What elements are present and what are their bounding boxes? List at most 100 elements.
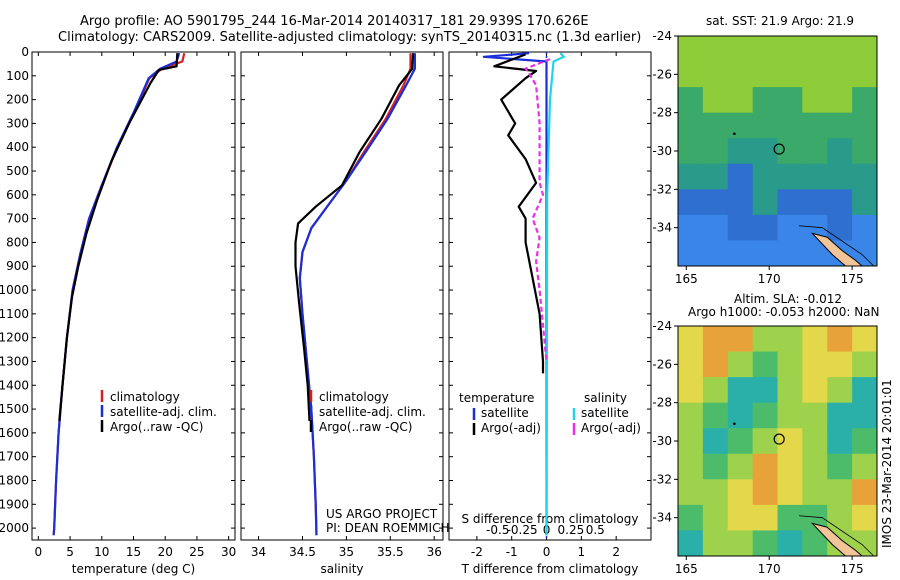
map-cell xyxy=(777,530,803,557)
map-cell xyxy=(802,479,828,506)
map-cell xyxy=(777,163,803,190)
map-cell xyxy=(802,61,828,88)
map-cell xyxy=(727,240,754,267)
xtick-label: -1 xyxy=(506,545,518,559)
map-cell xyxy=(852,138,878,165)
map-cell xyxy=(752,428,778,455)
xtick-label: 34.5 xyxy=(289,545,316,559)
map-cell xyxy=(777,351,803,378)
legend-label: temperature xyxy=(459,391,534,405)
map-cell xyxy=(752,138,778,165)
map-cell xyxy=(777,240,803,267)
header-line1: Argo profile: AO 5901795_244 16-Mar-2014… xyxy=(80,14,589,29)
map-cell xyxy=(727,402,754,429)
xtick-label: 35.5 xyxy=(377,545,404,559)
map-cell xyxy=(678,112,704,139)
map-cell xyxy=(702,479,729,506)
map-cell xyxy=(702,240,729,267)
map-cell xyxy=(802,138,828,165)
map-cell xyxy=(852,214,878,241)
island-dot xyxy=(733,132,736,136)
legend-label: Argo(..raw -QC) xyxy=(110,420,203,434)
map-cell xyxy=(827,138,853,165)
series-line-2 xyxy=(545,52,566,536)
xtick-label: 36 xyxy=(427,545,442,559)
map-ytick-label: -30 xyxy=(652,434,672,448)
header-line2: Climatology: CARS2009. Satellite-adjuste… xyxy=(58,30,642,45)
map-cell xyxy=(702,214,729,241)
map-cell xyxy=(827,377,853,404)
argo-location-marker xyxy=(773,433,785,445)
map2-title2: Argo h1000: -0.053 h2000: NaN xyxy=(688,305,880,319)
ytick-label: 1100 xyxy=(0,307,29,321)
map-cell xyxy=(702,87,729,114)
map-cell xyxy=(827,36,853,63)
map-cell xyxy=(777,87,803,114)
series-line-2 xyxy=(58,53,179,422)
isobath-line xyxy=(799,225,874,267)
ytick-label: 1200 xyxy=(0,331,29,345)
legend-label: climatology xyxy=(110,390,180,404)
map-cell xyxy=(678,189,704,216)
map-cell xyxy=(777,504,803,531)
ytick-label: 400 xyxy=(6,140,29,154)
series-line-1 xyxy=(298,53,416,536)
xtick-label: 5 xyxy=(66,545,74,559)
map-cell xyxy=(752,112,778,139)
map-cell xyxy=(678,36,704,63)
map-cell xyxy=(702,326,729,353)
map-cell xyxy=(678,453,704,480)
legend-label: satellite-adj. clim. xyxy=(319,405,426,419)
map-cell xyxy=(727,163,754,190)
ytick-label: 200 xyxy=(6,93,29,107)
map-cell xyxy=(678,377,704,404)
map-cell xyxy=(777,428,803,455)
map-cell xyxy=(727,351,754,378)
top-axis-label: S difference from climatology xyxy=(462,512,639,526)
map-cell xyxy=(752,326,778,353)
map-cell xyxy=(852,428,878,455)
map-cell xyxy=(678,87,704,114)
map-xtick-label: 165 xyxy=(675,272,698,286)
xtick-label: 34 xyxy=(251,545,266,559)
map-ytick-label: -34 xyxy=(652,511,672,525)
map-cell xyxy=(752,351,778,378)
map-cell xyxy=(777,214,803,241)
map-cell xyxy=(802,377,828,404)
map-cell xyxy=(702,504,729,531)
argo-location-marker xyxy=(773,143,785,155)
legend-label: Argo(-adj) xyxy=(581,421,641,435)
map-cell xyxy=(702,36,729,63)
map-cell xyxy=(752,214,778,241)
map-cell xyxy=(752,163,778,190)
ytick-label: 1500 xyxy=(0,402,29,416)
xtick-label: 30 xyxy=(221,545,236,559)
map-cell xyxy=(802,402,828,429)
map1-title: sat. SST: 21.9 Argo: 21.9 xyxy=(706,14,855,28)
map-xtick-label: 175 xyxy=(841,562,864,576)
xtick-label: 15 xyxy=(126,545,141,559)
map-cell xyxy=(727,138,754,165)
map-cell xyxy=(827,402,853,429)
map-cell xyxy=(752,504,778,531)
ytick-label: 0 xyxy=(21,45,29,59)
map-cell xyxy=(777,36,803,63)
map-cell xyxy=(852,61,878,88)
map-cell xyxy=(802,87,828,114)
xtick-label: 2 xyxy=(612,545,620,559)
map-cell xyxy=(702,351,729,378)
map-cell xyxy=(752,377,778,404)
ytick-label: 1700 xyxy=(0,450,29,464)
map-cell xyxy=(752,479,778,506)
ytick-label: 1300 xyxy=(0,354,29,368)
map-cell xyxy=(827,163,853,190)
map-cell xyxy=(727,87,754,114)
map-cell xyxy=(727,112,754,139)
map-cell xyxy=(852,36,878,63)
legend-label: Argo(-adj) xyxy=(481,421,541,435)
map-cell xyxy=(702,112,729,139)
map-cell xyxy=(727,377,754,404)
map-cell xyxy=(727,428,754,455)
map-cell xyxy=(852,479,878,506)
xtick-label: 0 xyxy=(543,545,551,559)
